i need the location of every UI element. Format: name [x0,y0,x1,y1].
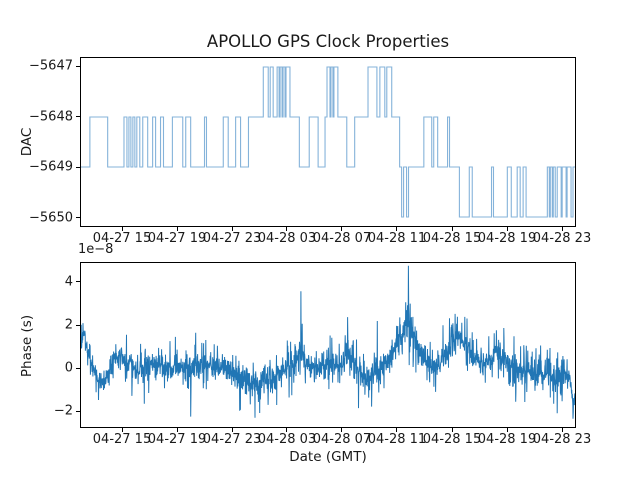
y-tick-label: −5650 [29,210,73,226]
y-tick-mark [76,217,80,219]
x-tick-label: 04-28 15 [422,432,482,447]
x-tick-mark [451,428,453,432]
y-tick-mark [76,367,80,369]
x-tick-mark [561,428,563,432]
x-tick-label: 04-28 23 [532,231,592,246]
dac-step-line [81,66,575,218]
x-tick-mark [396,227,398,231]
x-tick-mark [286,227,288,231]
x-tick-mark [506,428,508,432]
x-tick-label: 04-28 11 [367,231,427,246]
x-tick-mark [561,227,563,231]
y-tick-label: −5648 [29,109,73,125]
x-tick-label: 04-28 07 [312,432,372,447]
x-tick-label: 04-28 19 [477,432,537,447]
y-tick-label: 2 [64,317,73,333]
y-tick-label: 4 [64,274,73,290]
x-tick-label: 04-27 19 [147,432,207,447]
y-tick-mark [76,166,80,168]
x-tick-mark [396,428,398,432]
figure-title: APOLLO GPS Clock Properties [206,32,450,51]
y-tick-mark [76,116,80,118]
x-tick-mark [121,227,123,231]
x-tick-label: 04-28 15 [422,231,482,246]
phase-noise-line [81,265,575,419]
dac-axis-label: DAC [19,127,35,157]
x-tick-label: 04-27 15 [92,432,152,447]
y-tick-mark [76,281,80,283]
x-tick-mark [231,227,233,231]
y-tick-label: 0 [64,360,73,376]
date-axis-label: Date (GMT) [289,449,367,465]
x-tick-mark [121,428,123,432]
x-tick-label: 04-28 23 [532,432,592,447]
x-tick-mark [341,428,343,432]
x-tick-label: 04-27 23 [202,432,262,447]
phase-offset-multiplier: 1e−8 [78,242,114,257]
x-tick-mark [286,428,288,432]
dac-plot-area [80,57,576,227]
x-tick-label: 04-28 03 [257,432,317,447]
phase-plot-area [80,262,576,428]
x-tick-mark [506,227,508,231]
y-tick-label: −5647 [29,58,73,74]
y-tick-mark [76,324,80,326]
x-tick-label: 04-27 23 [202,231,262,246]
x-tick-mark [451,227,453,231]
x-tick-label: 04-28 07 [312,231,372,246]
dac-plot-canvas [81,66,575,218]
y-tick-label: −5649 [29,159,73,175]
phase-plot-canvas [81,265,575,419]
x-tick-mark [341,227,343,231]
x-tick-mark [231,428,233,432]
x-tick-label: 04-27 19 [147,231,207,246]
y-tick-mark [76,410,80,412]
y-tick-mark [76,65,80,67]
x-tick-label: 04-28 11 [367,432,427,447]
x-tick-mark [176,227,178,231]
x-tick-label: 04-28 19 [477,231,537,246]
x-tick-mark [176,428,178,432]
x-tick-label: 04-27 15 [92,231,152,246]
x-tick-label: 04-28 03 [257,231,317,246]
y-tick-label: −2 [53,403,73,419]
